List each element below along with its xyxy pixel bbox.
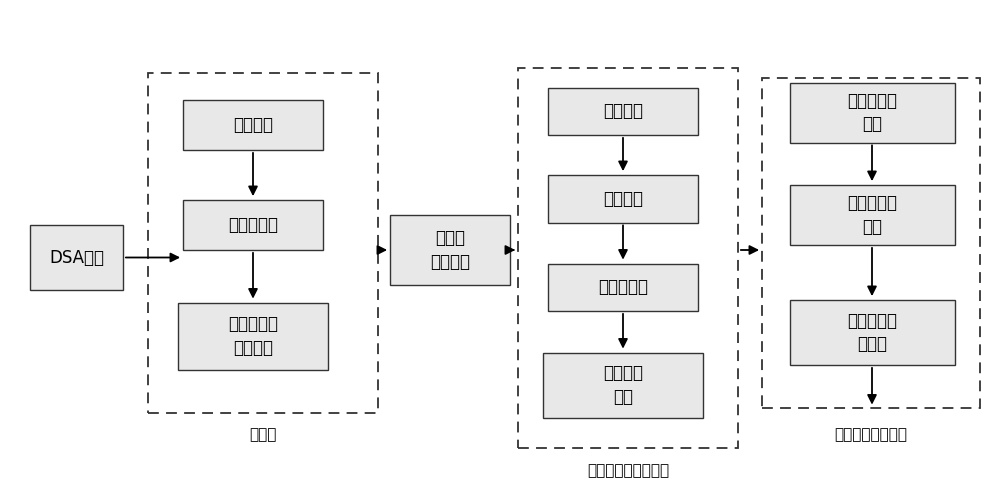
Bar <box>548 264 698 311</box>
Bar <box>762 78 980 407</box>
Text: 中值滤波: 中值滤波 <box>233 116 273 134</box>
Bar <box>148 72 378 412</box>
Text: 边缘检测: 边缘检测 <box>603 190 643 208</box>
Text: 预处理: 预处理 <box>249 428 277 442</box>
Bar <box>543 352 703 418</box>
Text: 血管分割: 血管分割 <box>603 102 643 120</box>
Text: 血管边缘
提取: 血管边缘 提取 <box>603 364 643 406</box>
Bar <box>390 215 510 285</box>
Text: 血管中心线
提取: 血管中心线 提取 <box>848 92 898 134</box>
Bar <box>790 82 955 142</box>
Text: 血管狭窄程
度计算: 血管狭窄程 度计算 <box>848 312 898 354</box>
Bar <box>518 68 738 448</box>
Bar <box>183 100 323 150</box>
Text: DSA图像: DSA图像 <box>49 248 104 266</box>
Text: 多尺度血管
增强滤波: 多尺度血管 增强滤波 <box>228 316 278 357</box>
Text: 对比度拉伸: 对比度拉伸 <box>228 216 278 234</box>
Text: 狭窄程度辅助诊断: 狭窄程度辅助诊断 <box>834 428 908 442</box>
Text: 交互式直径
测量: 交互式直径 测量 <box>848 194 898 236</box>
Bar <box>178 302 328 370</box>
Bar <box>183 200 323 250</box>
Bar <box>790 185 955 245</box>
Text: 血管分割与边缘检测: 血管分割与边缘检测 <box>587 464 669 478</box>
Bar <box>548 88 698 135</box>
Bar <box>30 225 123 290</box>
Bar <box>548 175 698 222</box>
Text: 形态学处理: 形态学处理 <box>598 278 648 296</box>
Bar <box>790 300 955 365</box>
Text: 感兴趣
区域选择: 感兴趣 区域选择 <box>430 229 470 271</box>
